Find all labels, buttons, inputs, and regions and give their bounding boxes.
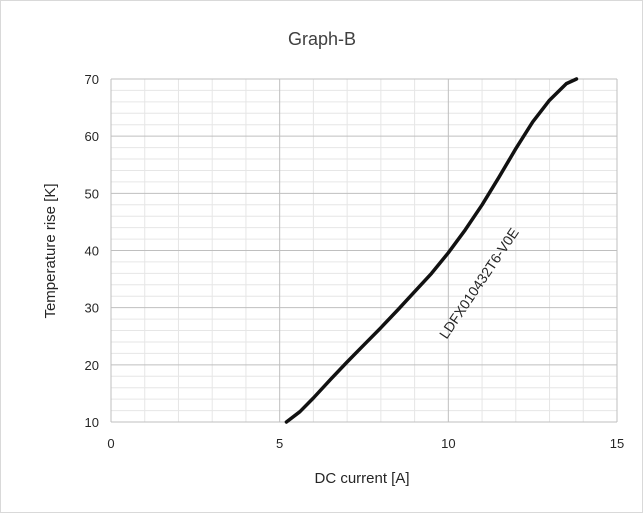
x-tick-label: 10: [441, 436, 455, 451]
y-axis-label: Temperature rise [K]: [42, 183, 59, 318]
chart-title: Graph-B: [288, 29, 356, 49]
series-layer: [284, 77, 579, 424]
y-tick-label: 40: [85, 244, 99, 259]
x-axis-label: DC current [A]: [314, 470, 409, 487]
grid: [110, 78, 618, 423]
axes: [110, 79, 617, 423]
tick-labels: 0 5 10 15 10 20 30 40 50 60 70: [85, 72, 625, 451]
y-tick-label: 50: [85, 186, 99, 201]
x-tick-label: 15: [610, 436, 624, 451]
series-line-0: [284, 77, 579, 424]
x-tick-label: 0: [107, 436, 114, 451]
y-tick-label: 20: [85, 358, 99, 373]
y-tick-label: 10: [85, 415, 99, 430]
x-tick-label: 5: [276, 436, 283, 451]
y-tick-label: 30: [85, 301, 99, 316]
y-tick-label: 60: [85, 129, 99, 144]
y-tick-label: 70: [85, 72, 99, 87]
